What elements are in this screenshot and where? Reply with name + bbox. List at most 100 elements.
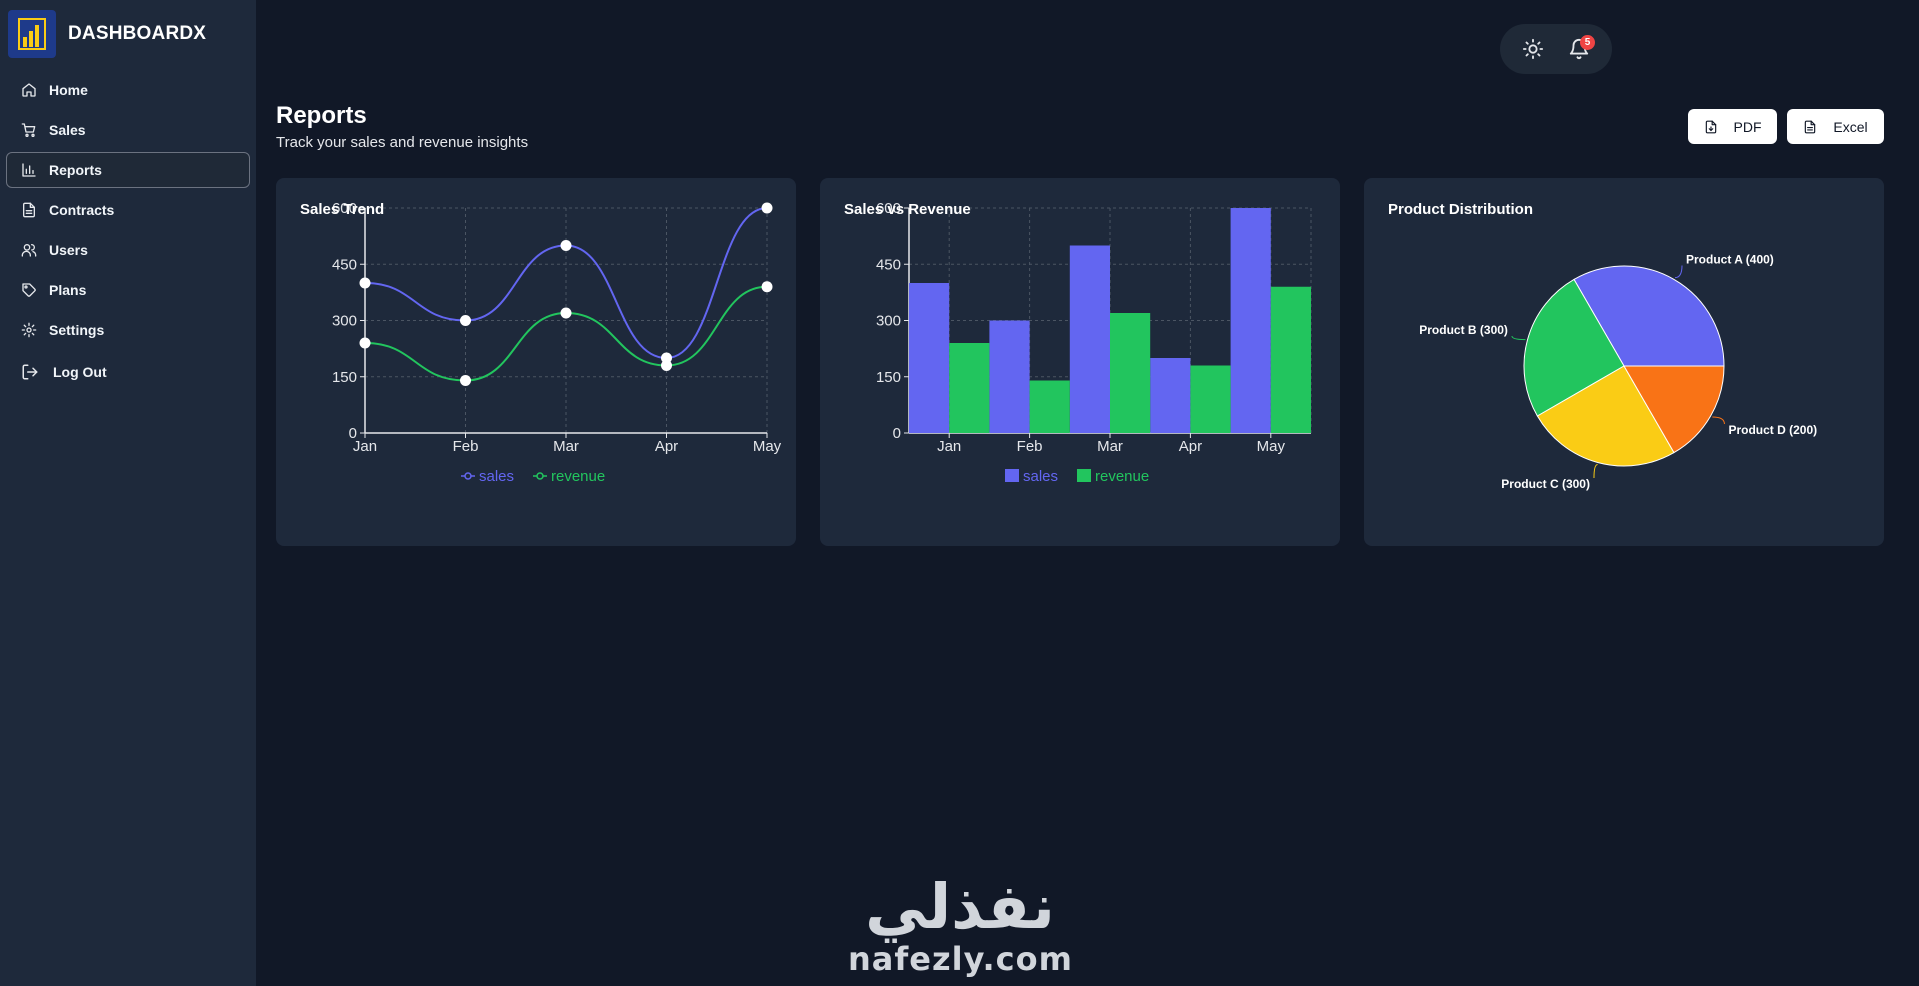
sidebar-item-label: Settings — [49, 322, 105, 338]
bar-revenue — [949, 343, 990, 433]
bar-sales — [989, 320, 1030, 433]
pie-slice — [1573, 265, 1725, 367]
bar-revenue — [1270, 286, 1311, 433]
legend-label-revenue: revenue — [1095, 468, 1149, 485]
data-point-revenue — [460, 375, 471, 386]
y-tick-label: 0 — [349, 425, 357, 442]
excel-label: Excel — [1833, 118, 1868, 135]
y-tick-label: 600 — [876, 200, 901, 217]
pie-label-line — [1712, 416, 1725, 425]
series-line-sales — [364, 207, 768, 360]
x-tick-label: Apr — [655, 438, 678, 455]
sidebar-item-contracts[interactable]: Contracts — [6, 192, 250, 228]
x-tick-label: May — [1257, 438, 1286, 455]
legend-marker — [464, 472, 472, 480]
bar-sales — [1150, 358, 1191, 433]
sidebar-item-sales[interactable]: Sales — [6, 112, 250, 148]
y-tick-label: 450 — [332, 256, 357, 273]
x-tick-label: May — [753, 438, 782, 455]
data-point-sales — [761, 202, 773, 214]
logo-icon — [8, 10, 56, 58]
notification-badge: 5 — [1580, 35, 1595, 50]
tag-icon — [22, 283, 36, 297]
y-tick-label: 450 — [876, 256, 901, 273]
logout-icon — [22, 364, 38, 380]
legend-label-sales: sales — [1023, 468, 1058, 485]
file-sheet-icon — [1805, 120, 1816, 133]
legend-label-revenue: revenue — [551, 468, 605, 485]
cart-icon — [21, 123, 36, 137]
bar-revenue — [1190, 365, 1231, 433]
sidebar-item-label: Contracts — [49, 202, 115, 218]
x-tick-label: Jan — [353, 438, 377, 455]
sales-vs-revenue-chart: 0 150 300 450 600 Jan Feb Mar Apr May sales revenue — [876, 200, 1312, 485]
data-point-revenue — [661, 360, 672, 371]
bar-sales — [909, 283, 950, 433]
y-tick-label: 150 — [332, 369, 357, 386]
sidebar-item-label: Sales — [49, 122, 86, 138]
pie-label: Product A (400) — [1686, 253, 1774, 267]
y-tick-label: 300 — [332, 313, 357, 330]
theme-toggle-button[interactable] — [1517, 33, 1549, 65]
sidebar-item-label: Reports — [49, 162, 102, 178]
x-tick-label: Jan — [937, 438, 961, 455]
pie-slice — [1523, 278, 1625, 417]
legend-swatch — [1005, 469, 1019, 482]
export-excel-button[interactable]: Excel — [1787, 109, 1884, 144]
legend-marker — [536, 472, 544, 480]
pdf-label: PDF — [1733, 118, 1762, 135]
pie-label-line — [1593, 464, 1598, 479]
x-tick-label: Feb — [453, 438, 479, 455]
pie-label: Product D (200) — [1728, 423, 1817, 437]
sidebar-item-reports[interactable]: Reports — [6, 152, 250, 188]
sidebar-item-label: Log Out — [53, 364, 107, 380]
users-icon — [21, 244, 37, 257]
data-point-revenue — [761, 281, 773, 293]
sales-trend-chart: 0 150 300 450 600 Jan Feb Mar Apr May sales revenue — [332, 200, 782, 485]
sidebar-item-settings[interactable]: Settings — [6, 312, 250, 348]
data-point-revenue — [560, 307, 572, 319]
sidebar-item-logout[interactable]: Log Out — [6, 354, 250, 390]
pie-label: Product C (300) — [1501, 477, 1590, 491]
sidebar-item-home[interactable]: Home — [6, 72, 250, 108]
data-point-sales — [460, 315, 471, 326]
data-point-sales — [359, 277, 371, 289]
sales-trend-card: 0 150 300 450 600 Jan Feb Mar Apr May sales revenue… — [276, 178, 796, 546]
sidebar-item-users[interactable]: Users — [6, 232, 250, 268]
notifications-button[interactable]: 5 — [1563, 33, 1595, 65]
y-tick-label: 300 — [876, 313, 901, 330]
gear-icon — [21, 322, 37, 338]
watermark-arabic: نفذلي — [865, 870, 1055, 943]
pie-slice — [1536, 365, 1675, 467]
sales-vs-revenue-card: 0 150 300 450 600 Jan Feb Mar Apr May sales revenue… — [820, 178, 1340, 546]
sidebar-nav: Home Sales Reports Contracts Users Plans… — [6, 72, 250, 394]
product-distribution-chart: Product A (400) Product B (300) Product C … — [1419, 253, 1817, 492]
brand-name: DASHBOARDX — [68, 23, 207, 44]
export-pdf-button[interactable]: PDF — [1688, 109, 1777, 144]
brand[interactable]: DASHBOARDX — [8, 10, 206, 58]
sun-icon — [1522, 38, 1544, 60]
legend-label-sales: sales — [479, 468, 514, 485]
bar-chart-icon — [22, 163, 36, 177]
pie-label-line — [1511, 335, 1526, 341]
data-point-sales — [560, 240, 572, 251]
sidebar-item-label: Home — [49, 82, 88, 98]
data-point-revenue — [359, 337, 371, 349]
pie-label: Product B (300) — [1419, 323, 1508, 337]
bar-sales — [1230, 208, 1271, 433]
pie-slice — [1623, 365, 1725, 454]
pie-label-line — [1674, 265, 1683, 279]
sales-trend-title: Sales Trend — [300, 201, 385, 218]
watermark: نفذلي nafezly.com — [848, 870, 1072, 977]
bar-revenue — [1029, 380, 1070, 433]
file-download-icon — [1705, 120, 1716, 133]
page-title: Reports — [276, 102, 367, 129]
home-icon — [22, 83, 36, 97]
top-controls: 5 — [1500, 24, 1612, 74]
sales-vs-revenue-title: Sales vs Revenue — [844, 201, 971, 218]
sidebar-item-label: Plans — [49, 282, 87, 298]
y-tick-label: 0 — [893, 425, 901, 442]
x-tick-label: Mar — [1097, 438, 1123, 455]
sidebar-item-plans[interactable]: Plans — [6, 272, 250, 308]
product-distribution-title: Product Distribution — [1388, 201, 1533, 218]
